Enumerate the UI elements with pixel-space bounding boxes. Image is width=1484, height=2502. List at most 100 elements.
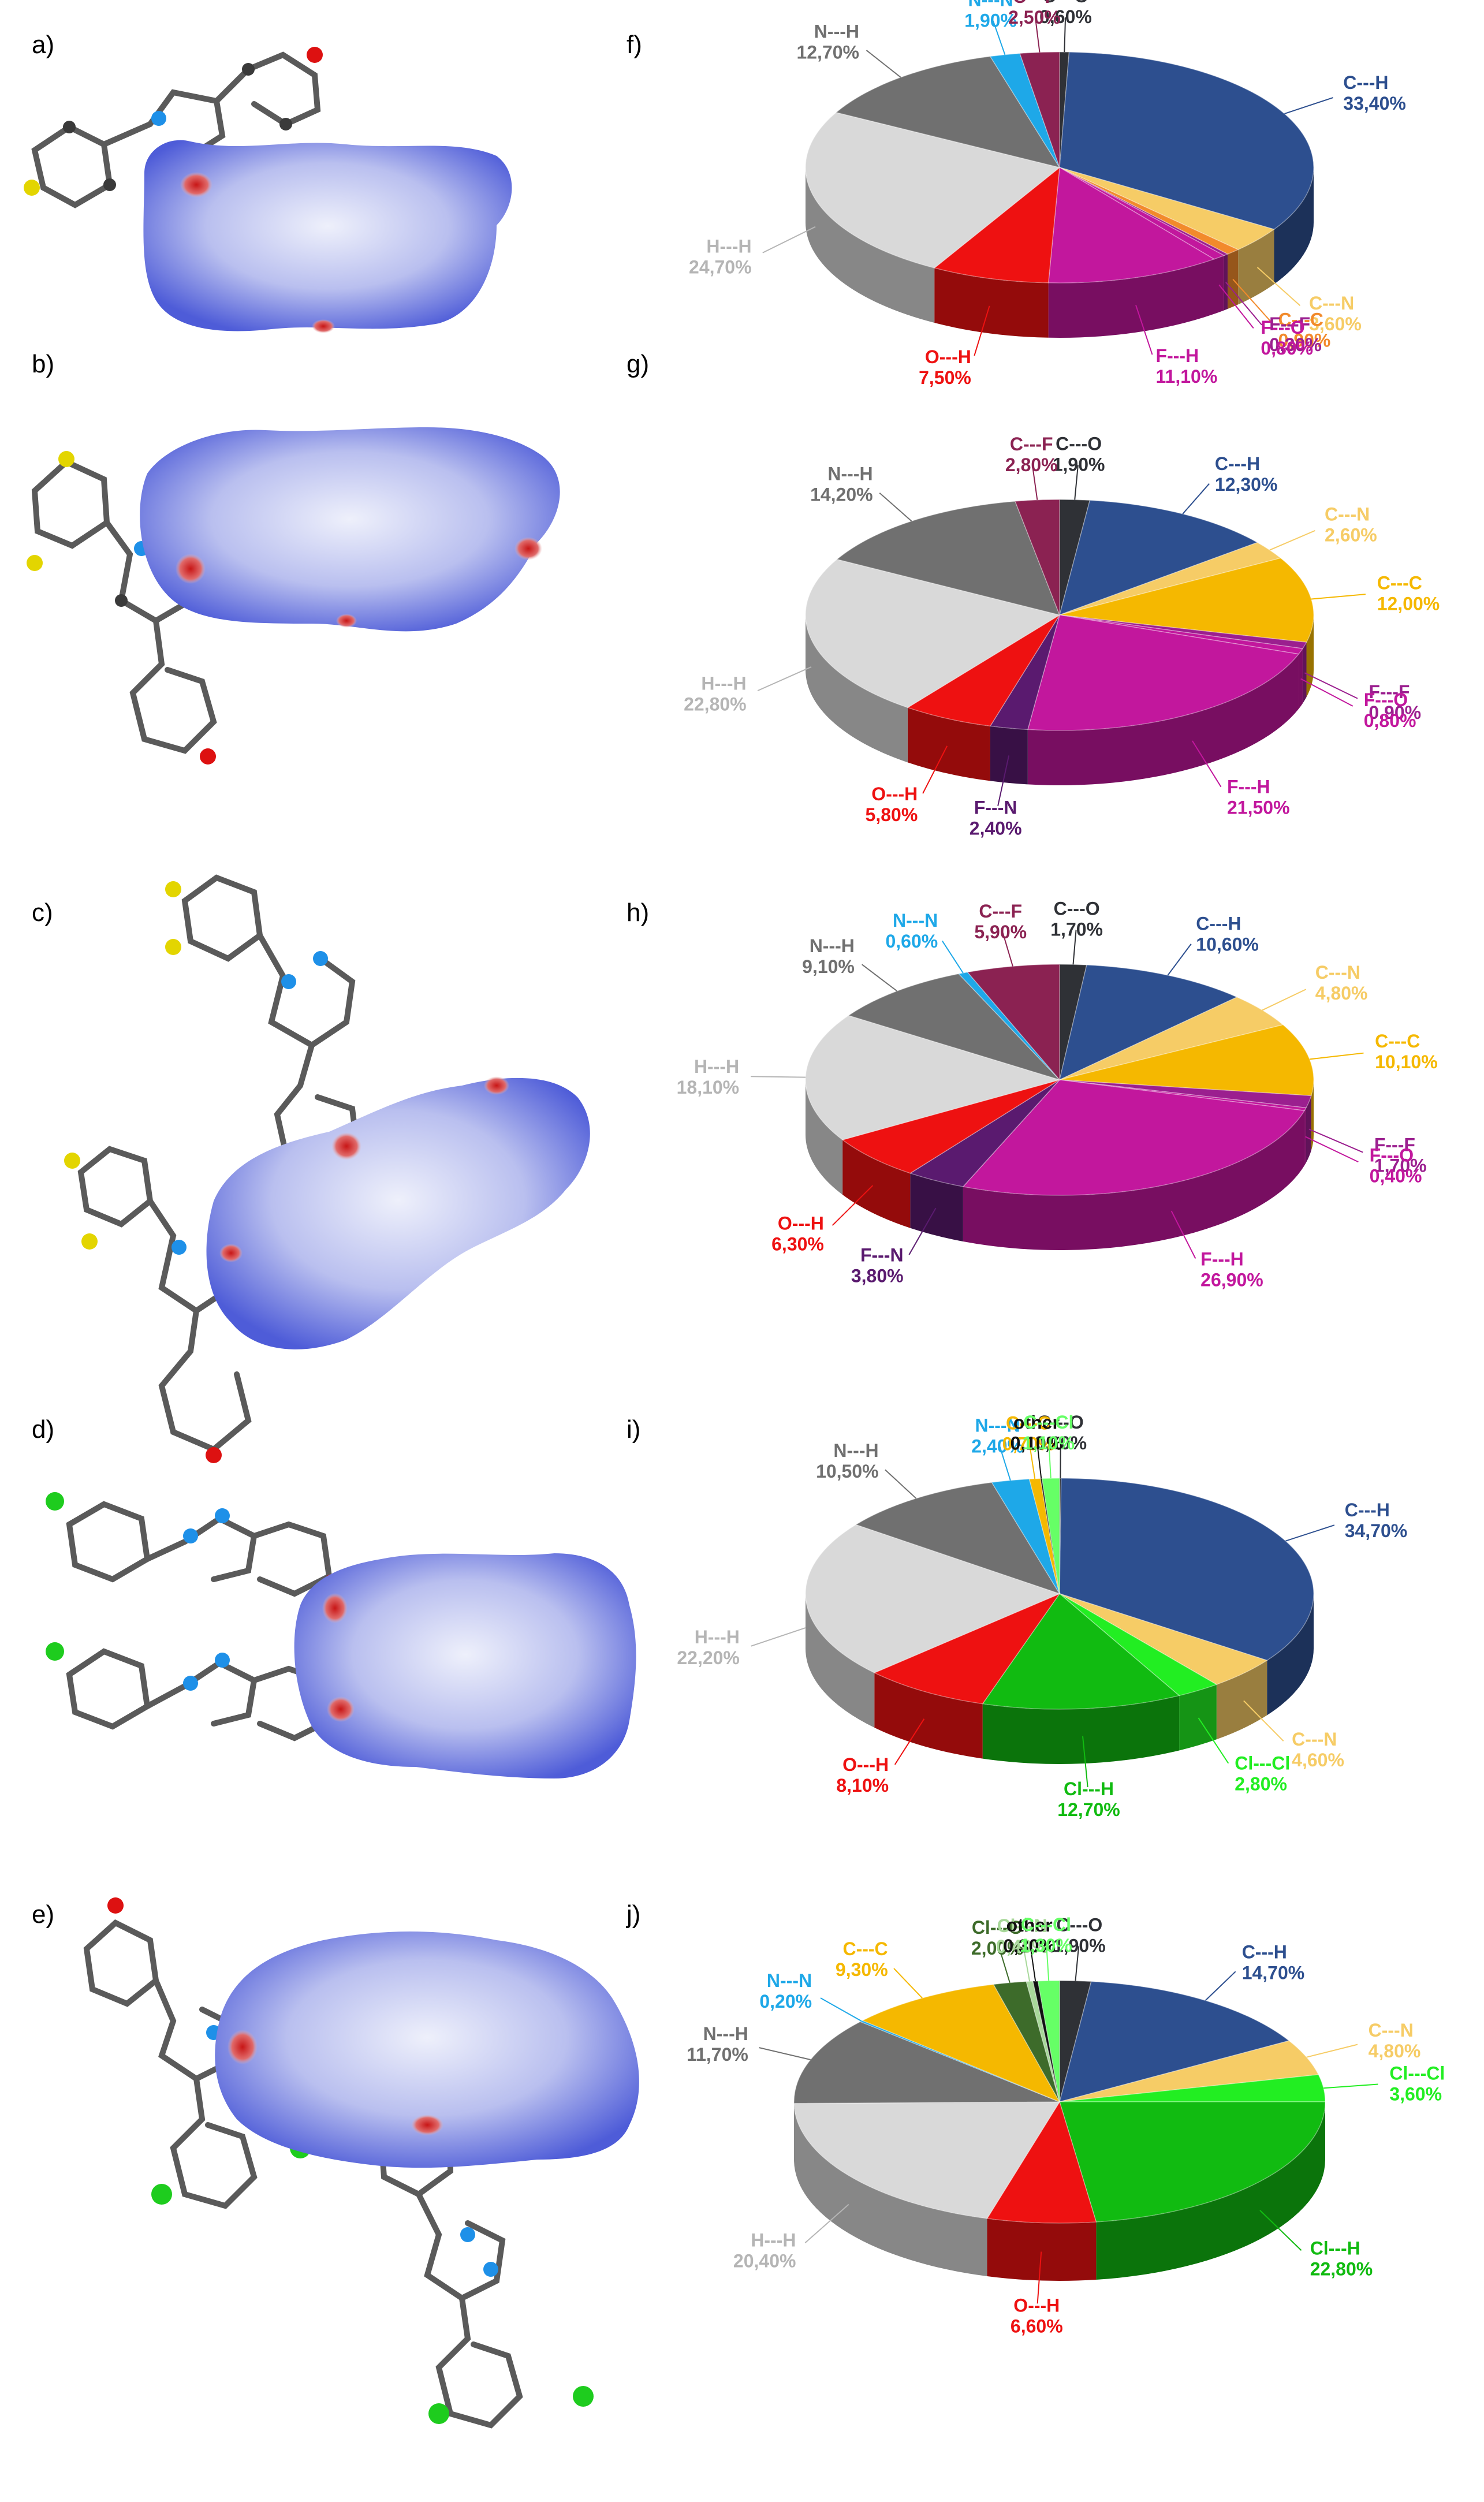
pie-slice-c-cl <box>1037 1980 1060 2102</box>
slice-value-f-h: 26,90% <box>1200 1269 1263 1290</box>
slice-value-cl-o: 2,00% <box>971 1938 1024 1959</box>
pie-slice-f-o <box>1059 1079 1307 1112</box>
molecule-structure-a <box>24 47 323 208</box>
leader-line-c-f <box>1032 465 1038 500</box>
leader-line-n-h <box>885 1469 917 1499</box>
pie-slice-n-h <box>855 1482 1061 1595</box>
slice-value-f-f: 1,70% <box>1374 1155 1427 1176</box>
pie-slice-o-h <box>907 614 1060 727</box>
pie-slice-cl-h <box>982 1593 1180 1710</box>
leader-line-cl-cl <box>1323 2083 1378 2089</box>
pie-slice-c-h <box>1058 1981 1291 2103</box>
slice-value-h-h: 20,40% <box>733 2250 796 2271</box>
pie-slice-cl-cl <box>1059 1593 1218 1696</box>
leader-line-h-h <box>751 1076 806 1078</box>
leader-line-c-n <box>1269 530 1315 551</box>
leader-line-c-c <box>1232 279 1271 322</box>
slice-label-c-n: C---N <box>1325 504 1370 525</box>
slice-value-h-h: 22,20% <box>677 1647 740 1668</box>
pie-slice-f-n <box>989 614 1060 730</box>
slice-label-c-cl: C---Cl <box>1023 1412 1073 1433</box>
slice-label-f-o: F---O <box>1261 317 1304 338</box>
pie-slice-c-n <box>1059 167 1276 251</box>
pie-side-h-h <box>806 167 935 323</box>
panel-letter-j: j) <box>625 1900 640 1929</box>
leader-line-o-h <box>894 1718 925 1765</box>
leader-line-c-c <box>893 1968 923 1998</box>
slice-value-c-c: 0,90% <box>1278 330 1331 351</box>
leader-line-f-o <box>1305 1136 1359 1163</box>
slice-value-f-o: 0,40% <box>1370 1165 1422 1186</box>
slice-value-h-h: 18,10% <box>677 1077 740 1098</box>
slice-label-c-n: C---N <box>1315 962 1360 983</box>
slice-value-f-n: 3,80% <box>851 1266 904 1287</box>
leader-line-n-h <box>862 964 898 992</box>
pie-side-f-h <box>1027 654 1299 786</box>
pie-side-h-h <box>805 1594 875 1728</box>
slice-label-c-c: C---C <box>1375 1031 1420 1051</box>
slice-label-cl-o: Cl---O <box>972 1917 1023 1938</box>
slice-label-f-h: F---H <box>1227 777 1270 797</box>
slice-value-n-h: 10,50% <box>816 1461 879 1482</box>
leader-line-cl-h <box>1082 1736 1088 1788</box>
pie-chart-f: C---O0,60%C---H33,40%C---N3,60%C---C0,90… <box>689 0 1406 388</box>
pie-side-f-o <box>1214 255 1224 314</box>
pie-side-o-h <box>987 2218 1097 2281</box>
slice-label-n-n: N---N <box>975 1415 1020 1435</box>
pie-slice-n-n <box>991 1478 1060 1594</box>
pie-slice-o-h <box>933 166 1060 284</box>
panel-letter-f: f) <box>627 31 642 59</box>
leader-line-c-cl <box>1048 1444 1052 1479</box>
slice-label-c-o: C---O <box>1056 1915 1102 1936</box>
slice-value-c-c: 10,10% <box>1375 1051 1438 1072</box>
pie-slice-c-o <box>1059 51 1070 168</box>
slice-label-h-h: H---H <box>701 673 746 693</box>
slice-label-c-n: C---N <box>1292 1729 1337 1750</box>
pie-side-o-h <box>934 268 1049 338</box>
panel-letter-d: d) <box>32 1415 54 1444</box>
slice-value-o-h: 6,60% <box>1011 2315 1063 2336</box>
pie-slice-o-h <box>986 2101 1097 2224</box>
slice-label-h-h: H---H <box>694 1056 739 1077</box>
slice-label-n-n: N---N <box>893 910 938 931</box>
pie-side-cl-h <box>982 1695 1180 1764</box>
leader-line-f-o <box>1300 678 1354 707</box>
slice-label-c-o: C---O <box>1056 433 1102 454</box>
pie-slice-c-cl <box>1041 1478 1060 1594</box>
leader-line-f-h <box>1192 740 1222 788</box>
slice-label-n-h: N---H <box>827 463 872 484</box>
leader-line-c-h <box>1182 483 1210 514</box>
pie-slice-c-n <box>1059 542 1282 616</box>
slice-label-cl-cl: Cl---Cl <box>1235 1753 1290 1774</box>
pie-slice-h-h <box>805 111 1061 269</box>
pie-slice-c-n <box>1059 2040 1319 2102</box>
leader-line-o-h <box>922 745 948 794</box>
leader-line-n-h <box>866 50 901 78</box>
pie-side-f-o <box>1298 648 1303 709</box>
pie-slice-cl-h <box>1058 2101 1326 2223</box>
pie-side-c-n <box>1238 229 1274 305</box>
pie-chart-i: C---O0,10%C---H34,70%C---N4,60%Cl---Cl2,… <box>677 1412 1407 1820</box>
slice-label-o-h: O---H <box>925 346 971 367</box>
hirshfeld-surface-d <box>294 1553 636 1778</box>
leader-line-c-cl <box>1046 1946 1050 1981</box>
slice-label-f-h: F---H <box>1200 1248 1244 1269</box>
pie-side-f-f <box>1306 1095 1311 1163</box>
slice-value-o-h: 5,80% <box>866 804 918 825</box>
pie-side-f-n <box>990 726 1028 785</box>
leader-line-c-f <box>1002 932 1013 967</box>
leader-line-f-o <box>1218 284 1254 329</box>
slice-value-cl-n: 0,40% <box>996 1936 1049 1957</box>
slice-value-f-f: 0,90% <box>1369 702 1421 723</box>
pie-slice-c-c <box>1059 557 1314 643</box>
slice-value-n-h: 9,10% <box>802 956 855 977</box>
pie-slice-f-f <box>1059 614 1307 650</box>
slice-label-n-n: N---N <box>767 1970 812 1991</box>
slice-value-f-h: 21,50% <box>1227 797 1290 818</box>
pie-slice-c-h <box>1058 499 1259 616</box>
pie-slice-h-h <box>805 558 1061 709</box>
leader-line-c-n <box>1256 267 1301 306</box>
slice-value-c-n: 3,60% <box>1309 314 1362 334</box>
pie-side-c-c <box>1311 1080 1314 1151</box>
